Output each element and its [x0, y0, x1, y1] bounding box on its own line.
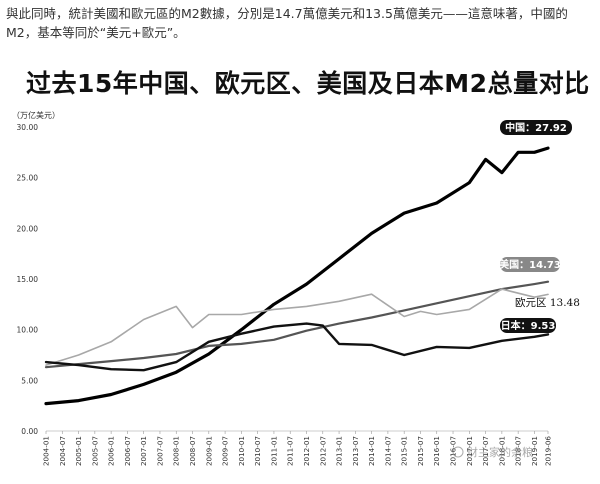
end-label-美国: 美国：14.73: [499, 257, 561, 272]
series-line-欧元区: [45, 288, 549, 366]
series-line-日本: [44, 322, 550, 372]
x-tick-label: 2016-01: [432, 436, 441, 466]
x-tick-label: 2013-07: [351, 436, 360, 466]
series-line-美国: [44, 280, 550, 369]
x-tick-label: 2019-01: [530, 436, 539, 466]
x-tick-label: 2014-01: [367, 436, 376, 466]
x-tick-label: 2005-01: [74, 436, 83, 466]
end-label-text: 美国：14.73: [499, 258, 561, 271]
end-label-日本: 日本：9.53: [500, 318, 556, 333]
x-tick-label: 2004-07: [58, 436, 67, 466]
series-line-中国: [44, 146, 550, 406]
watermark-text: 财主家的余粮: [467, 445, 533, 459]
intro-paragraph: 與此同時，統計美國和歐元區的M2數據，分別是14.7萬億美元和13.5萬億美元—…: [6, 6, 568, 40]
x-tick-label: 2014-07: [383, 436, 392, 466]
end-label-bg: [500, 257, 560, 272]
x-tick-label: 2018-07: [514, 436, 523, 466]
x-tick-label: 2012-07: [318, 436, 327, 466]
x-tick-label: 2007-01: [139, 436, 148, 466]
x-tick-label: 2006-07: [123, 436, 132, 466]
y-tick-label: 30.00: [17, 123, 39, 132]
x-tick-label: 2006-01: [107, 436, 116, 466]
chart-title: 过去15年中国、欧元区、美国及日本M2总量对比: [26, 69, 590, 98]
y-tick-label: 15.00: [17, 275, 39, 284]
x-tick-label: 2017-01: [465, 436, 474, 466]
x-tick-label: 2004-01: [42, 436, 51, 466]
y-tick-label: 25.00: [17, 174, 39, 183]
x-tick-label: 2019-06: [544, 436, 553, 466]
x-tick-label: 2013-01: [335, 436, 344, 466]
y-tick-label: 20.00: [17, 224, 39, 233]
end-label-bg: [500, 318, 556, 333]
x-tick-label: 2008-07: [188, 436, 197, 466]
x-tick-label: 2005-07: [90, 436, 99, 466]
end-label-text: 中国：27.92: [505, 121, 567, 134]
y-tick-label: 5.00: [21, 376, 38, 385]
x-tick-label: 2015-01: [400, 436, 409, 466]
x-tick-label: 2011-07: [286, 436, 295, 466]
x-tick-label: 2018-01: [497, 436, 506, 466]
x-tick-label: 2017-07: [481, 436, 490, 466]
x-tick-label: 2011-01: [269, 436, 278, 466]
y-tick-label: 0.00: [21, 427, 38, 436]
y-tick-label: 10.00: [17, 326, 39, 335]
end-label-text: 日本：9.53: [501, 319, 556, 332]
x-tick-label: 2009-07: [221, 436, 230, 466]
end-label-欧元区: 欧元区 13.48: [515, 297, 580, 309]
x-tick-label: 2007-07: [155, 436, 164, 466]
x-tick-label: 2009-01: [204, 436, 213, 466]
y-axis-label: （万亿美元）: [12, 110, 60, 120]
x-tick-label: 2008-01: [172, 436, 181, 466]
wechat-icon: [452, 446, 464, 458]
watermark: 财主家的余粮: [452, 445, 533, 459]
end-label-bg: [500, 120, 572, 135]
x-tick-label: 2015-07: [416, 436, 425, 466]
x-tick-label: 2012-01: [302, 436, 311, 466]
x-tick-label: 2010-01: [237, 436, 246, 466]
end-label-中国: 中国：27.92: [500, 120, 572, 135]
x-tick-label: 2010-07: [253, 436, 262, 466]
